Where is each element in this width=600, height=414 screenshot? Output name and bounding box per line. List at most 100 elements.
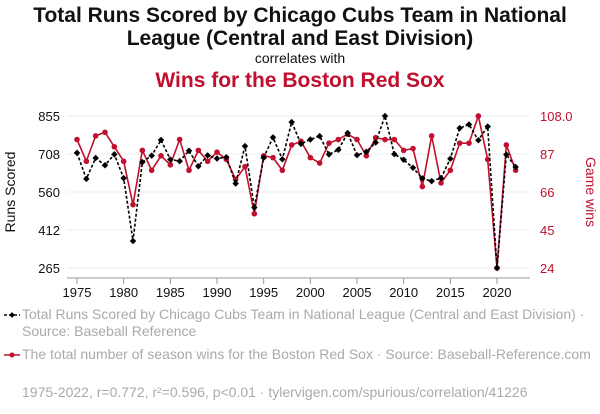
data-point-redsox [307,154,314,161]
chart-title-2: Wins for the Boston Red Sox [155,69,445,92]
data-point-cubs [241,142,249,150]
data-point-cubs [111,151,118,158]
y2-tick-label: 24 [540,261,554,276]
x-tick-label: 1985 [156,285,185,300]
data-point-cubs [335,146,342,154]
data-point-redsox [251,210,258,217]
x-tick-label: 1975 [63,285,92,300]
data-point-redsox [316,160,323,166]
data-point-redsox [242,163,248,170]
data-point-redsox [148,167,155,174]
data-point-redsox [195,147,202,154]
data-point-redsox [428,133,435,139]
data-point-redsox [354,136,360,143]
x-tick-label: 2020 [483,285,512,300]
data-point-redsox [447,167,454,174]
chart-subtitle: correlates with [254,50,346,66]
data-point-cubs [269,134,277,141]
data-point-cubs [325,151,333,158]
data-point-cubs [372,139,379,146]
data-point-cubs [493,264,501,272]
y2-tick-label: 108.0 [540,109,573,124]
data-point-redsox [279,167,286,174]
data-point-cubs [475,136,482,144]
data-point-cubs [465,121,473,128]
data-point-cubs [129,237,137,245]
data-point-cubs [419,175,426,182]
legend-marker-redsox-point [9,352,15,358]
data-point-redsox [176,136,183,143]
data-point-cubs [148,152,155,159]
y-tick-label: 560 [38,185,60,200]
data-point-cubs [251,204,258,211]
data-point-cubs [157,136,165,144]
data-point-redsox [410,145,416,152]
y2-tick-label: 45 [540,223,554,238]
x-tick-label: 2010 [389,285,418,300]
data-point-redsox [130,201,136,208]
data-point-cubs [409,164,417,172]
legend-item-redsox: The total number of season wins for the … [4,346,600,363]
data-point-redsox [204,158,211,165]
data-point-redsox [120,158,127,165]
data-point-redsox [512,167,519,174]
data-point-cubs [101,161,109,169]
data-point-cubs [344,129,351,137]
data-point-cubs [316,132,323,140]
data-point-cubs [391,150,398,158]
data-point-cubs [428,177,435,185]
data-point-redsox [475,113,482,119]
data-point-cubs [73,149,81,157]
data-point-cubs [297,140,305,148]
data-point-cubs [176,157,183,165]
data-point-cubs [120,174,127,182]
legend-item-cubs: Total Runs Scored by Chicago Cubs Team i… [4,306,600,340]
data-point-cubs [232,180,239,187]
legend-label-redsox: The total number of season wins for the … [22,346,591,362]
x-tick-label: 2005 [343,285,372,300]
data-point-redsox [158,153,164,159]
data-point-redsox [382,136,388,143]
footer: 1975-2022, r=0.772, r²=0.596, p<0.01 · t… [22,384,528,400]
data-point-cubs [223,153,230,161]
y-tick-label: 708 [38,147,60,162]
data-point-cubs [400,156,407,164]
data-point-redsox [503,142,510,148]
y2-tick-label: 87 [540,147,554,162]
data-point-cubs [279,156,286,163]
series-line-0 [76,113,517,269]
data-point-cubs [83,175,90,183]
data-point-redsox [438,180,444,186]
y-tick-label: 265 [38,261,60,276]
data-point-redsox [186,167,192,174]
data-point-cubs [381,112,389,120]
data-point-redsox [363,153,370,159]
data-point-redsox [111,143,118,150]
data-point-redsox [391,136,398,143]
data-point-redsox [214,149,220,155]
y-tick-label: 855 [38,109,60,124]
data-point-cubs [353,151,361,159]
y-tick-label: 412 [38,223,60,238]
data-point-cubs [437,174,445,182]
y-axis-label: Runs Scored [2,152,18,233]
data-point-redsox [83,158,90,165]
data-point-redsox [74,136,80,143]
data-point-redsox [139,147,146,154]
data-point-cubs [484,123,491,130]
data-point-redsox [326,140,332,146]
data-point-cubs [288,118,295,126]
x-tick-label: 2015 [436,285,465,300]
data-point-cubs [139,158,146,166]
data-point-redsox [400,147,407,154]
data-point-redsox [92,133,99,139]
x-tick-label: 1990 [203,285,232,300]
data-point-cubs [167,156,174,163]
x-tick-label: 1980 [109,285,138,300]
y2-axis-label: Game wins [583,157,599,227]
data-point-redsox [466,140,472,146]
x-tick-label: 1995 [249,285,278,300]
data-point-redsox [456,140,463,146]
